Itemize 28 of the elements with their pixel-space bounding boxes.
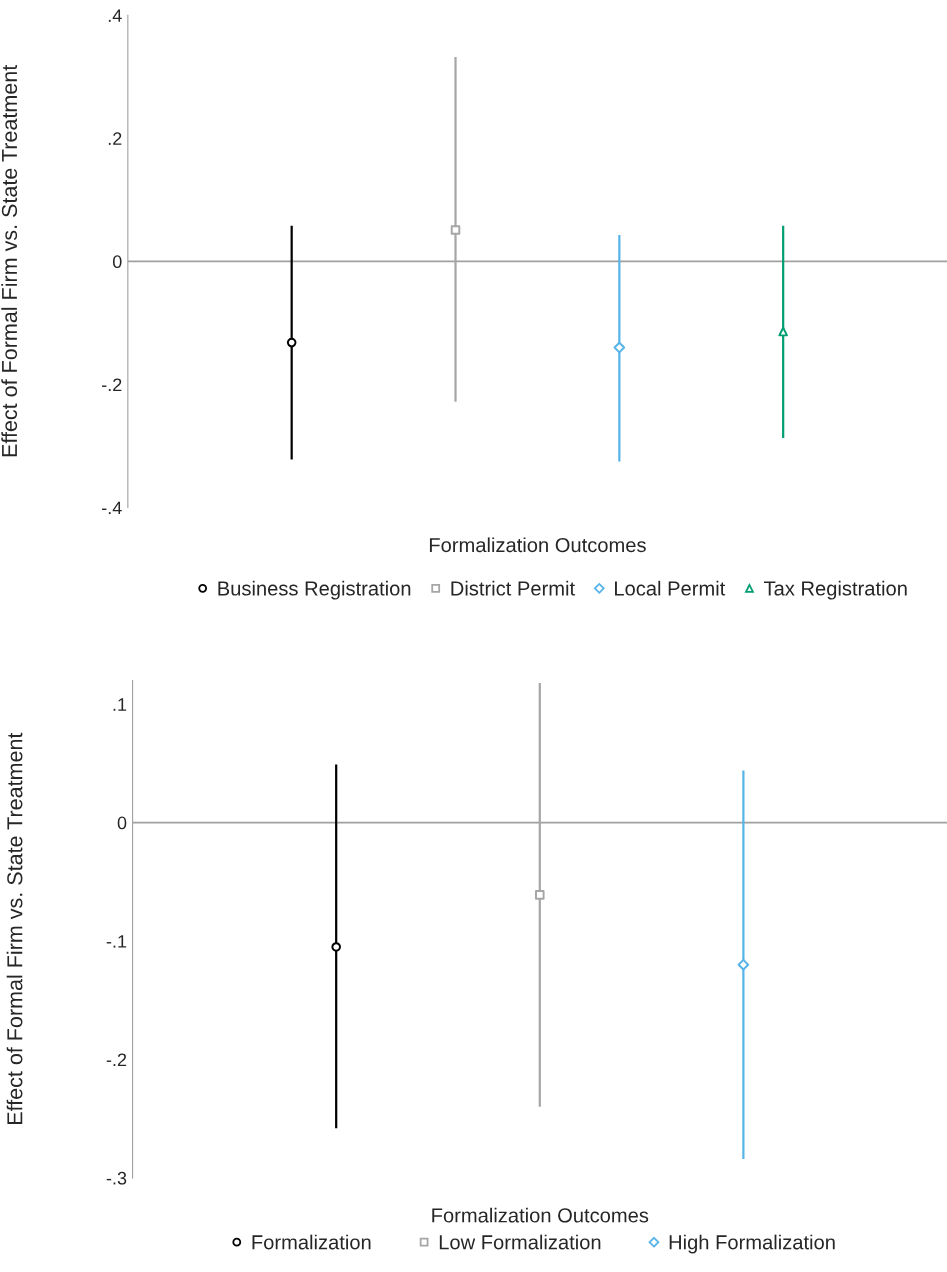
point [778,326,788,337]
point [286,337,297,348]
point [737,958,750,971]
point [613,341,626,354]
point [450,225,461,235]
legend-label: Business Registration [218,580,411,600]
y-tick-label: -.2 [106,1053,127,1066]
point [535,890,545,900]
y-tick-label: .4 [108,9,122,22]
legend-label: Formalization [252,1234,371,1250]
y-tick-label: -.4 [102,501,122,515]
y-axis-title: Effect of Formal Firm vs. State Treatment [1,64,18,457]
legend-label: High Formalization [669,1234,835,1254]
y-tick-label: 0 [117,816,127,830]
y-axis-title: Effect of Formal Firm vs. State Treatment [6,732,23,1125]
point [331,942,341,952]
y-tick-label: -.3 [106,1171,127,1185]
legend-label: Local Permit [615,580,726,596]
y-tick-label: -.1 [106,935,127,948]
legend-label: District Permit [451,580,575,596]
x-axis-title: Formalization Outcomes [429,537,646,553]
y-tick-label: -.2 [102,378,122,391]
legend-label: Low Formalization [439,1234,601,1250]
y-tick-label: .1 [113,698,127,711]
y-tick-label: .2 [108,132,122,145]
legend-label: Tax Registration [764,580,907,600]
y-tick-label: 0 [112,255,122,269]
x-axis-title: Formalization Outcomes [432,1207,649,1223]
